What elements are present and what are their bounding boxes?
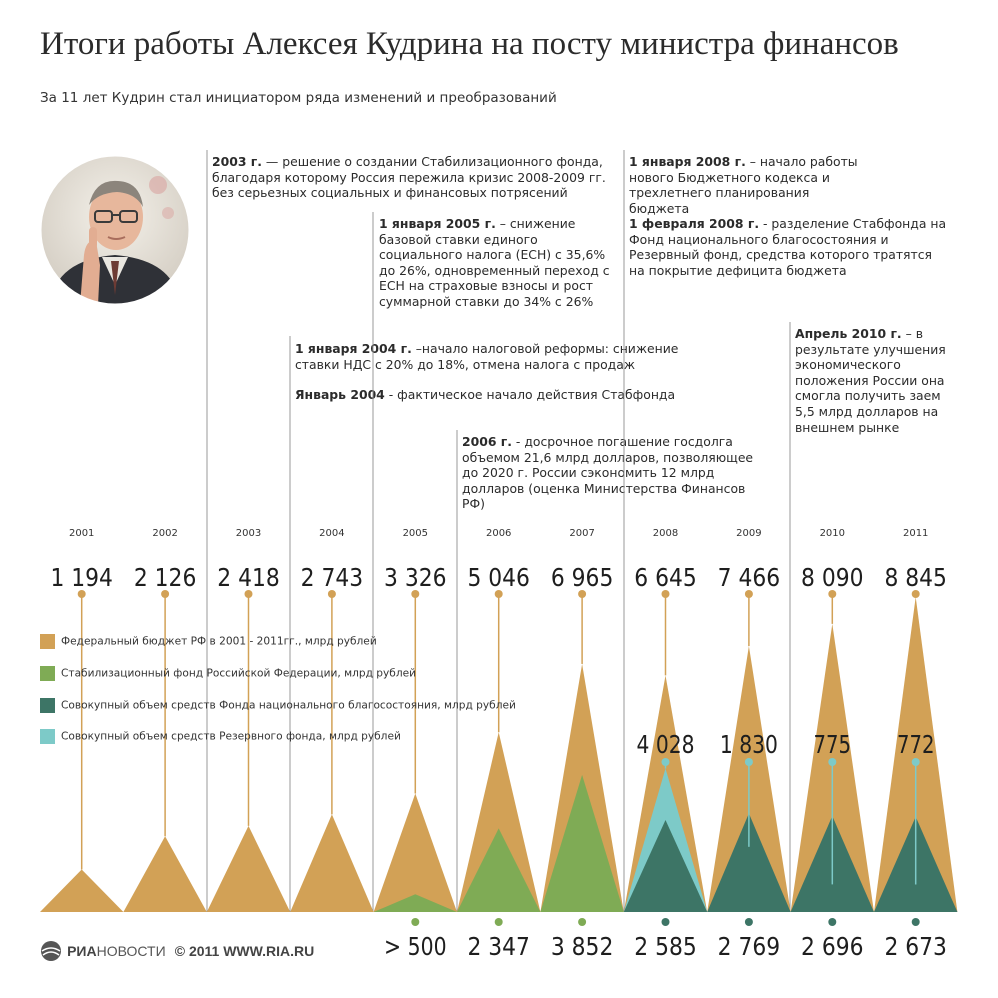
- year-label-2004: 2004: [319, 528, 344, 539]
- logo-ria: РИА: [67, 943, 97, 959]
- reserve-value-2008: 4 028: [637, 730, 695, 759]
- year-label-2008: 2008: [653, 528, 678, 539]
- budget-area-2005: [373, 793, 457, 912]
- budget-area-2003: [206, 825, 291, 912]
- budget-value-2005: 3 326: [384, 563, 447, 592]
- legend-swatch-fnb: [40, 698, 55, 713]
- reserve-value-2009: 1 830: [720, 730, 778, 759]
- event-2003: 2003 г. — решение о создании Стабилизаци…: [212, 154, 606, 201]
- event-2008-budget-code: 1 января 2008 г. – начало работы нового …: [629, 154, 858, 216]
- fnb-value-2008: 2 585: [634, 932, 697, 961]
- budget-dot-2005: [411, 590, 420, 598]
- budget-dot-2009: [744, 590, 753, 598]
- reserve-value-2010: 775: [814, 730, 852, 759]
- page-title: Итоги работы Алексея Кудрина на посту ми…: [40, 26, 899, 62]
- legend-swatch-stab: [40, 666, 55, 681]
- reserve-dot-2010: [828, 758, 837, 766]
- fnb-dot-2010: [828, 918, 837, 926]
- year-label-2010: 2010: [820, 528, 845, 539]
- stab-area-2005: [373, 894, 457, 912]
- legend-item-fnb: Совокупный объем средств Фонда националь…: [40, 698, 516, 713]
- year-label-2001: 2001: [69, 528, 94, 539]
- event-2004-tax-reform: 1 января 2004 г. –начало налоговой рефор…: [295, 341, 679, 372]
- year-label-2002: 2002: [152, 528, 177, 539]
- budget-area-2002: [123, 836, 207, 912]
- fnb-value-2011: 2 673: [884, 932, 947, 961]
- year-label-2006: 2006: [486, 528, 511, 539]
- budget-area-2011: [874, 597, 958, 912]
- budget-dot-2011: [911, 590, 920, 598]
- legend-item-reserve: Совокупный объем средств Резервного фонд…: [40, 729, 401, 744]
- stab-dot-2005: [411, 918, 420, 926]
- budget-value-2004: 2 743: [301, 563, 364, 592]
- event-2005: 1 января 2005 г. – снижение базовой став…: [379, 216, 610, 309]
- budget-area-2006: [457, 732, 541, 912]
- page-subtitle: За 11 лет Кудрин стал инициатором ряда и…: [40, 90, 557, 106]
- portrait-photo: [40, 155, 190, 305]
- event-2010: Апрель 2010 г. – в результате улучшения …: [795, 326, 946, 435]
- fnb-value-2009: 2 769: [718, 932, 781, 961]
- budget-value-2007: 6 965: [551, 563, 614, 592]
- stab-value-2005: > 500: [384, 932, 447, 961]
- stab-dot-2006: [494, 918, 503, 926]
- legend-label-stab: Стабилизационный фонд Российской Федерац…: [61, 667, 416, 680]
- fnb-dot-2008: [661, 918, 670, 926]
- budget-dot-2002: [161, 590, 170, 598]
- stab-value-2006: 2 347: [467, 932, 530, 961]
- year-label-2007: 2007: [569, 528, 594, 539]
- fnb-dot-2009: [744, 918, 753, 926]
- event-2004-stabfund: Январь 2004 - фактическое начало действи…: [295, 387, 676, 402]
- fnb-value-2010: 2 696: [801, 932, 864, 961]
- event-2006: 2006 г. - досрочное погашение госдолга о…: [462, 434, 754, 512]
- stab-dot-2007: [578, 918, 587, 926]
- budget-dot-2007: [578, 590, 587, 598]
- fnb-area-2008: [623, 819, 708, 912]
- legend-item-stab: Стабилизационный фонд Российской Федерац…: [40, 666, 416, 681]
- budget-dot-2010: [828, 590, 837, 598]
- budget-dot-2008: [661, 590, 670, 598]
- budget-area-2004: [290, 814, 374, 912]
- fnb-dot-2011: [911, 918, 920, 926]
- ria-novosti-logo: РИАНОВОСТИ © 2011 WWW.RIA.RU: [40, 940, 314, 962]
- budget-value-2008: 6 645: [634, 563, 697, 592]
- logo-novosti: НОВОСТИ: [96, 943, 166, 959]
- legend-swatch-budget: [40, 634, 55, 649]
- stab-value-2007: 3 852: [551, 932, 614, 961]
- reserve-dot-2011: [911, 758, 920, 766]
- reserve-dot-2008: [661, 758, 670, 766]
- budget-value-2011: 8 845: [884, 563, 947, 592]
- legend-swatch-reserve: [40, 729, 55, 744]
- reserve-value-2011: 772: [897, 730, 935, 759]
- stab-area-2006: [457, 828, 541, 912]
- legend-label-reserve: Совокупный объем средств Резервного фонд…: [61, 730, 401, 743]
- budget-value-2009: 7 466: [718, 563, 781, 592]
- fnb-area-2009: [707, 813, 791, 912]
- budget-value-2006: 5 046: [467, 563, 530, 592]
- footer-copyright: © 2011 WWW.RIA.RU: [174, 943, 315, 959]
- budget-dot-2003: [244, 590, 253, 598]
- budget-dot-2006: [494, 590, 503, 598]
- reserve-dot-2009: [744, 758, 753, 766]
- budget-area-2001: [40, 869, 124, 912]
- legend-item-budget: Федеральный бюджет РФ в 2001 - 2011гг., …: [40, 634, 377, 649]
- year-label-2005: 2005: [403, 528, 428, 539]
- stab-area-2007: [540, 774, 624, 912]
- event-2008-split: 1 февраля 2008 г. - разделение Стабфонда…: [629, 216, 947, 278]
- year-label-2011: 2011: [903, 528, 928, 539]
- budget-value-2002: 2 126: [134, 563, 197, 592]
- legend-label-fnb: Совокупный объем средств Фонда националь…: [61, 699, 516, 712]
- year-label-2003: 2003: [236, 528, 261, 539]
- budget-dot-2004: [327, 590, 336, 598]
- budget-value-2010: 8 090: [801, 563, 864, 592]
- year-label-2009: 2009: [736, 528, 761, 539]
- budget-value-2001: 1 194: [50, 563, 113, 592]
- legend-label-budget: Федеральный бюджет РФ в 2001 - 2011гг., …: [61, 635, 377, 648]
- budget-value-2003: 2 418: [217, 563, 280, 592]
- budget-dot-2001: [77, 590, 86, 598]
- ria-globe-icon: [41, 941, 61, 961]
